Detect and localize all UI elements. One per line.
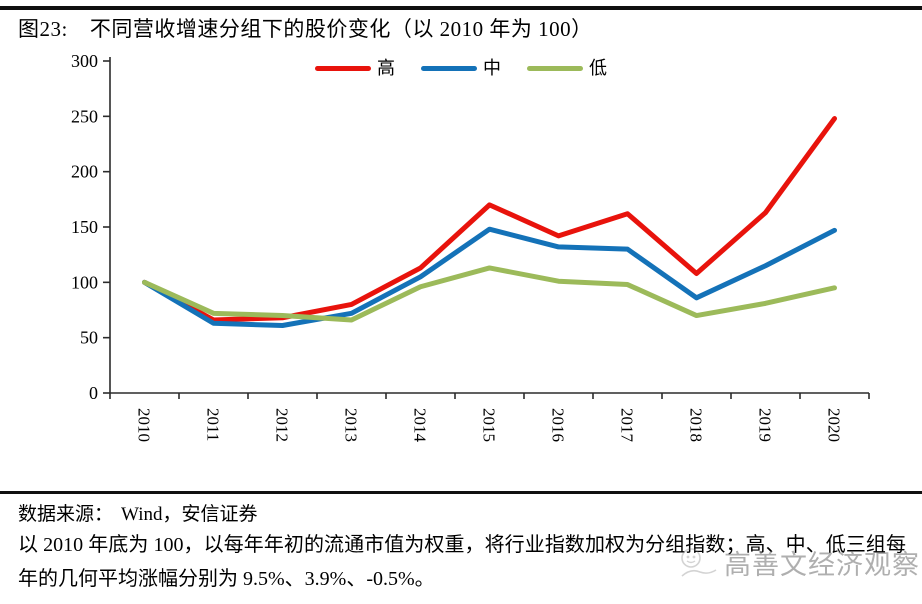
data-source: 数据来源： Wind，安信证券 — [18, 499, 908, 526]
y-axis-tick-label: 100 — [71, 272, 98, 292]
footnote: 以 2010 年底为 100，以每年年初的流通市值为权重，将行业指数加权为分组指… — [18, 534, 906, 591]
x-axis-tick-label: 2011 — [204, 408, 223, 441]
top-divider — [0, 6, 922, 10]
x-axis-tick-label: 2017 — [618, 408, 637, 443]
x-axis-tick-label: 2016 — [549, 408, 568, 442]
chart-canvas: 0 50 100 150 200 250 300 2010 2011 2012 2013 2014 20… — [71, 51, 870, 443]
y-axis-tick-label: 250 — [71, 106, 98, 126]
x-axis-tick-label: 2018 — [687, 408, 706, 442]
x-axis-tick-label: 2010 — [135, 408, 154, 442]
y-axis-tick-label: 150 — [71, 217, 98, 237]
chart-line-高 — [142, 116, 837, 323]
x-axis-tick-label: 2020 — [825, 408, 844, 442]
chart-title: 图23: 不同营收增速分组下的股价变化（以 2010 年为 100） — [18, 13, 908, 43]
y-axis-tick-label: 200 — [71, 162, 98, 182]
x-axis-tick-label: 2015 — [480, 408, 499, 442]
figure-title-text: 不同营收增速分组下的股价变化（以 2010 年为 100） — [89, 17, 593, 41]
x-axis-tick-label: 2013 — [342, 408, 361, 442]
y-axis-tick-label: 300 — [71, 51, 98, 71]
chart-line-中 — [142, 226, 837, 328]
x-axis-tick-label: 2019 — [756, 408, 775, 442]
line-chart: 0 50 100 150 200 250 300 2010 2011 2012 2013 2014 20… — [71, 51, 870, 443]
x-axis-tick-label: 2012 — [273, 408, 292, 442]
footer-divider — [0, 491, 922, 494]
x-axis-tick-label: 2014 — [411, 408, 430, 443]
data-source-label: 数据来源： — [18, 504, 114, 525]
chart-line-低 — [142, 265, 837, 323]
figure-label: 图23: — [18, 17, 68, 41]
y-axis-tick-label: 50 — [80, 328, 98, 348]
y-axis-tick-label: 0 — [89, 383, 98, 403]
data-source-value: Wind，安信证券 — [121, 504, 258, 525]
